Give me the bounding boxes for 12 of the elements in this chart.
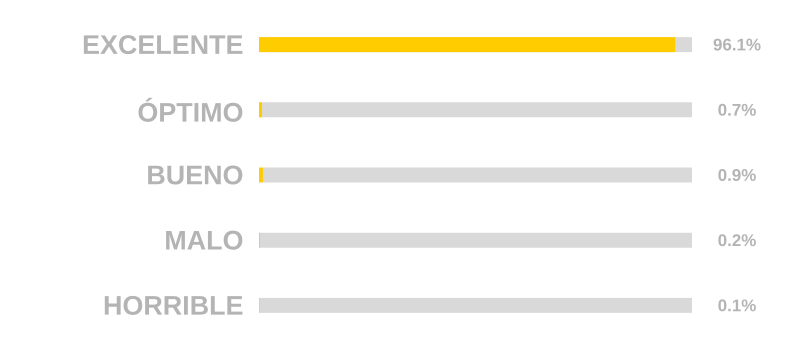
bar <box>259 168 263 183</box>
data-label: 0.7% <box>718 104 756 116</box>
data-label: 0.1% <box>718 299 756 312</box>
y-tick-label: BUENO <box>148 165 242 185</box>
bar <box>259 102 262 118</box>
y-tick-label: EXCELENTE <box>84 35 242 54</box>
y-tick-label: HORRIBLE <box>104 296 242 315</box>
data-label: 96.1% <box>714 38 761 51</box>
y-tick-label: ÓPTIMO <box>138 98 242 122</box>
data-label: 0.9% <box>718 169 756 182</box>
data-label: 0.2% <box>718 234 756 246</box>
y-tick-label: MALO <box>166 230 242 250</box>
